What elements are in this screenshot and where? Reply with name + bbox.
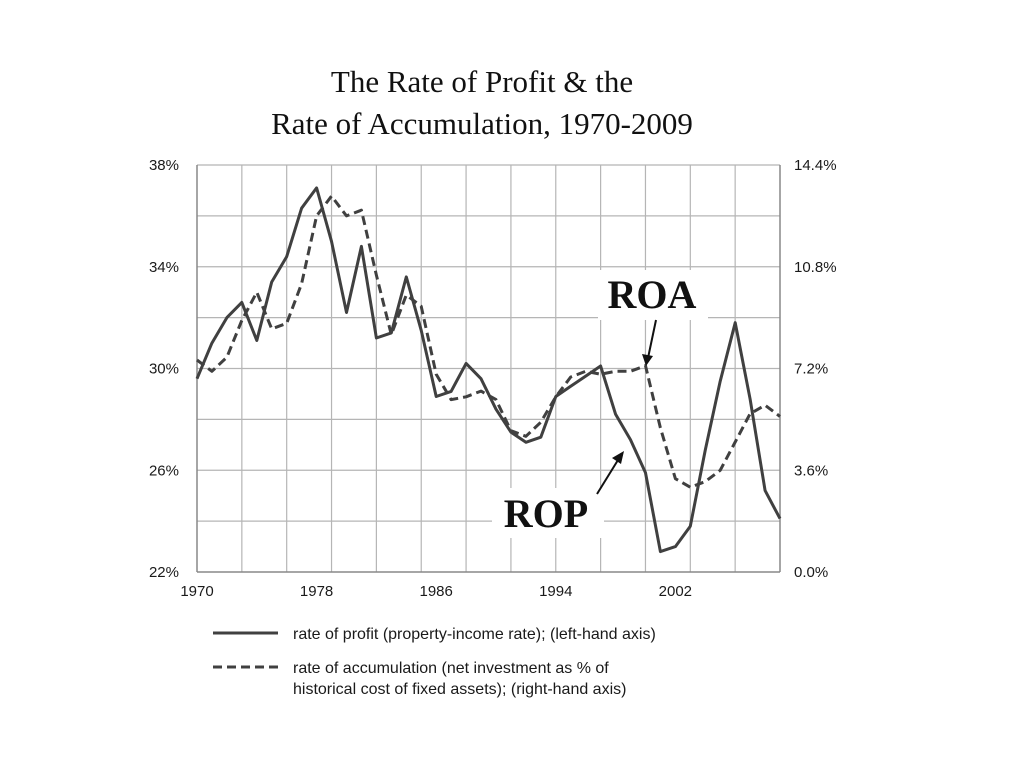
chart-title-line-2: Rate of Accumulation, 1970-2009	[271, 106, 693, 141]
series-lines	[195, 186, 782, 554]
axes	[196, 165, 781, 573]
callouts: ROA ROP	[492, 270, 708, 538]
x-tick-label: 1970	[180, 583, 213, 600]
legend-label-accumulation-line-1: rate of accumulation (net investment as …	[293, 660, 609, 677]
y-right-tick-label: 14.4%	[794, 157, 837, 174]
callout-bg-roa	[598, 270, 708, 320]
legend: rate of profit (property-income rate); (…	[213, 626, 656, 698]
callout-roa: ROA	[608, 272, 697, 317]
y-right-tick-label: 0.0%	[794, 564, 828, 581]
series-line-rate-of-profit	[195, 186, 782, 554]
callout-bg-rop	[492, 488, 604, 538]
y-right-tick-label: 7.2%	[794, 361, 828, 378]
callout-rop: ROP	[504, 491, 588, 536]
y-left-tick-label: 26%	[149, 462, 179, 479]
callout-arrowhead-rop	[612, 451, 624, 464]
tick-labels: 22% 26% 30% 34% 38% 0.0% 3.6% 7.2% 10.8% 14.4% 197…	[149, 157, 837, 600]
y-left-tick-label: 34%	[149, 259, 179, 276]
series-line-rate-of-accumulation	[196, 194, 781, 489]
chart-title-line-1: The Rate of Profit & the	[330, 64, 634, 99]
y-left-tick-label: 30%	[149, 361, 179, 378]
x-tick-label: 2002	[659, 583, 692, 600]
x-tick-label: 1978	[300, 583, 333, 600]
callout-arrowhead-roa	[642, 354, 653, 366]
x-tick-label: 1994	[539, 583, 572, 600]
legend-label-accumulation-line-2: historical cost of fixed assets); (right…	[293, 681, 626, 698]
y-left-tick-label: 38%	[149, 157, 179, 174]
x-tick-label: 1986	[419, 583, 452, 600]
callout-arrow-roa	[647, 319, 657, 359]
y-right-tick-label: 10.8%	[794, 259, 837, 276]
legend-label-profit: rate of profit (property-income rate); (…	[293, 626, 656, 643]
callout-arrow-rop	[596, 459, 619, 495]
y-left-tick-label: 22%	[149, 564, 179, 581]
y-right-tick-label: 3.6%	[794, 462, 828, 479]
